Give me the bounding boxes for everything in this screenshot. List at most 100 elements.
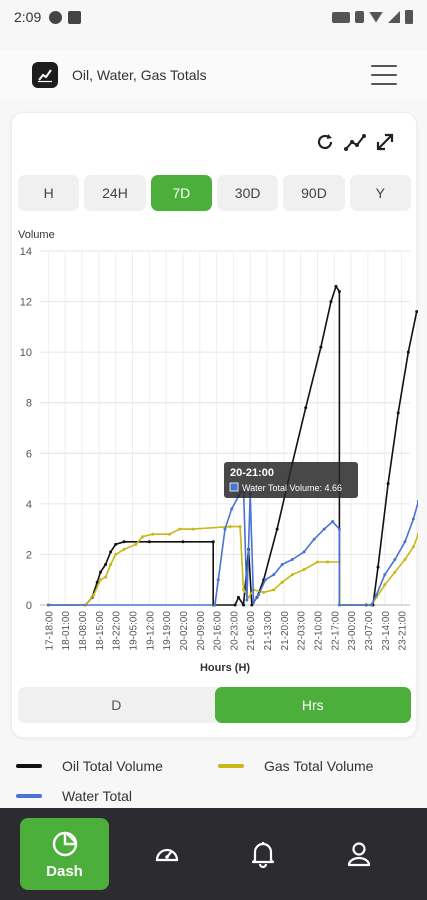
series-point-oil: [104, 563, 108, 567]
legend-swatch-oil: [16, 764, 42, 768]
bottom-nav: Dash: [0, 808, 427, 900]
expand-icon: [376, 133, 394, 151]
unit-toggle: D Hrs: [18, 687, 411, 723]
series-point-gas: [114, 552, 118, 556]
x-axis-label: Hours (H): [200, 662, 250, 674]
chart-toolbar: [314, 131, 396, 153]
volume-chart[interactable]: Volume 0 2 4 6 8 10 12 14 17-18:00 18-01:00 18-08:0…: [12, 225, 420, 690]
series-point-oil: [334, 284, 338, 288]
y-tick-label: 6: [26, 448, 32, 460]
series-point-gas: [262, 590, 266, 594]
series-point-gas: [316, 560, 319, 564]
series-point-water: [416, 499, 420, 503]
range-tab-24h[interactable]: 24H: [84, 175, 146, 211]
nav-dash[interactable]: Dash: [20, 818, 109, 890]
x-tick-label: 23-00:00: [347, 611, 358, 651]
x-tick-label: 18-01:00: [61, 611, 72, 651]
x-tick-label: 23-14:00: [381, 611, 392, 651]
series-point-gas: [403, 557, 407, 561]
y-tick-label: 14: [20, 246, 32, 258]
nav-gauge[interactable]: [119, 818, 215, 890]
series-point-oil: [406, 350, 410, 354]
series-point-oil: [415, 310, 419, 314]
x-tick-label: 21-13:00: [263, 611, 274, 651]
series-point-water: [213, 603, 217, 607]
chart-logo-icon: [32, 62, 58, 88]
x-tick-label: 20-16:00: [213, 611, 224, 651]
x-tick-label: 20-23:00: [229, 611, 240, 651]
series-point-gas: [238, 525, 242, 529]
y-tick-label: 4: [26, 499, 32, 511]
range-tab-h[interactable]: H: [18, 175, 80, 211]
range-tab-7d[interactable]: 7D: [150, 175, 212, 211]
chart-card: H 24H 7D 30D 90D Y Volume 0 2 4 6 8 10 12 14 17-1…: [11, 112, 420, 738]
series-point-oil: [376, 565, 380, 569]
tooltip-value: Water Total Volume: 4.66: [242, 483, 342, 493]
x-tick-label: 17-18:00: [44, 611, 55, 651]
y-tick-label: 0: [26, 600, 32, 612]
series-point-oil: [275, 527, 279, 531]
series-point-water: [280, 563, 284, 567]
series-point-oil: [114, 542, 118, 546]
series-point-oil: [122, 540, 126, 544]
series-point-oil: [329, 300, 333, 304]
wifi-icon: [369, 11, 383, 23]
toggle-hours-button[interactable]: Hrs: [214, 687, 411, 723]
series-point-oil: [250, 603, 254, 607]
series-point-water: [322, 527, 326, 531]
series-point-water: [337, 603, 341, 607]
nav-profile[interactable]: [311, 818, 407, 890]
page-title: Oil, Water, Gas Totals: [72, 67, 207, 83]
series-point-water: [331, 520, 335, 524]
tooltip-box: [224, 462, 358, 498]
series-point-oil: [319, 345, 323, 349]
y-tick-label: 10: [20, 347, 32, 359]
series-line-oil: [48, 285, 418, 606]
x-tick-label: 21-06:00: [246, 611, 257, 651]
range-tabs: H 24H 7D 30D 90D Y: [18, 175, 411, 211]
series-point-water: [252, 600, 256, 604]
chart-legend: Oil Total Volume Gas Total Volume Water …: [0, 750, 427, 810]
range-tab-90d[interactable]: 90D: [283, 175, 345, 211]
series-point-oil: [211, 540, 215, 544]
x-tick-label: 23-07:00: [364, 611, 375, 651]
series-point-oil: [147, 540, 151, 544]
battery-icon: [405, 10, 413, 24]
x-tick-label: 20-09:00: [196, 611, 207, 651]
legend-item-oil[interactable]: Oil Total Volume: [16, 758, 163, 774]
x-tick-label: 22-10:00: [314, 611, 325, 651]
legend-item-water[interactable]: Water Total: [16, 788, 132, 804]
refresh-button[interactable]: [314, 131, 336, 153]
nav-alerts[interactable]: [215, 818, 311, 890]
series-point-gas: [326, 560, 330, 564]
series-point-water: [312, 537, 316, 541]
series-point-gas: [99, 578, 103, 582]
range-tab-y[interactable]: Y: [349, 175, 411, 211]
series-point-gas: [416, 532, 420, 536]
tooltip-swatch: [229, 482, 239, 492]
series-point-water: [223, 527, 227, 531]
menu-button[interactable]: [371, 65, 397, 85]
series-point-water: [257, 593, 261, 597]
series-point-water: [230, 507, 234, 511]
expand-button[interactable]: [374, 131, 396, 153]
series-point-gas: [178, 527, 182, 531]
series-point-water: [393, 557, 397, 561]
series-point-water: [245, 598, 249, 602]
y-axis-label: Volume: [18, 229, 55, 241]
x-tick-label: 19-12:00: [145, 611, 156, 651]
series-point-water: [374, 593, 378, 597]
series-point-gas: [151, 532, 155, 536]
nfc-icon: [332, 11, 350, 23]
series-point-water: [290, 557, 294, 561]
toggle-days-button[interactable]: D: [111, 697, 122, 713]
legend-item-gas[interactable]: Gas Total Volume: [218, 758, 373, 774]
volume-chart-svg: Volume 0 2 4 6 8 10 12 14 17-18:00 18-01:00 18-08:0…: [18, 229, 420, 674]
legend-swatch-gas: [218, 764, 244, 768]
signal-icon: [388, 11, 400, 23]
series-point-oil: [181, 540, 185, 544]
hamburger-icon-line: [371, 65, 397, 67]
line-chart-button[interactable]: [344, 131, 366, 153]
range-tab-30d[interactable]: 30D: [216, 175, 279, 211]
user-icon: [347, 842, 371, 867]
